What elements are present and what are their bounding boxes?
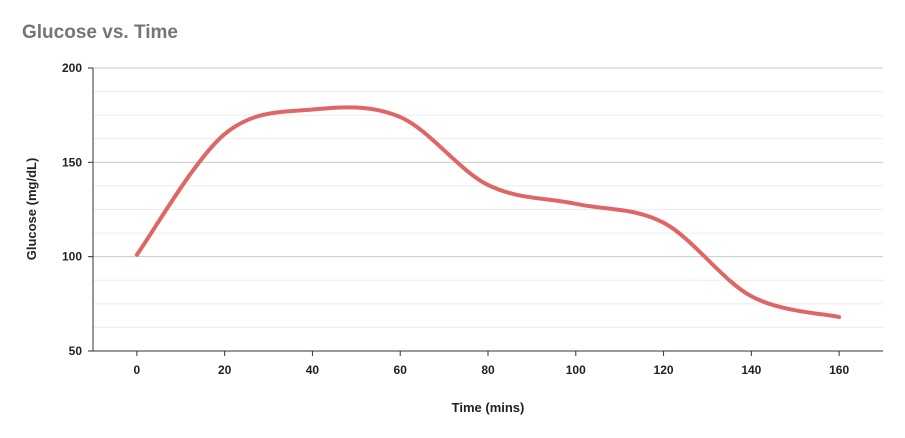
y-tick-label: 50 xyxy=(69,344,83,358)
x-tick-labels: 0 20 40 60 80 100 120 140 160 xyxy=(134,363,850,377)
x-tick-label: 100 xyxy=(566,363,586,377)
y-axis-title: Glucose (mg/dL) xyxy=(24,158,39,261)
x-tick-label: 120 xyxy=(654,363,674,377)
y-tick-label: 100 xyxy=(62,250,82,264)
axes xyxy=(88,67,883,356)
x-tick-label: 80 xyxy=(481,363,495,377)
y-tick-label: 150 xyxy=(62,155,82,169)
chart-title: Glucose vs. Time xyxy=(22,22,178,43)
x-tick-label: 160 xyxy=(829,363,849,377)
x-tick-label: 60 xyxy=(394,363,408,377)
x-tick-label: 140 xyxy=(741,363,761,377)
x-tick-label: 40 xyxy=(306,363,320,377)
x-tick-label: 0 xyxy=(134,363,141,377)
x-axis-title: Time (mins) xyxy=(452,400,525,415)
series-line xyxy=(134,105,842,320)
y-tick-labels: 50 100 150 200 xyxy=(62,61,82,358)
x-tick-label: 20 xyxy=(218,363,232,377)
gridlines xyxy=(93,67,883,352)
series-lines xyxy=(134,105,842,320)
y-tick-label: 200 xyxy=(62,61,82,75)
